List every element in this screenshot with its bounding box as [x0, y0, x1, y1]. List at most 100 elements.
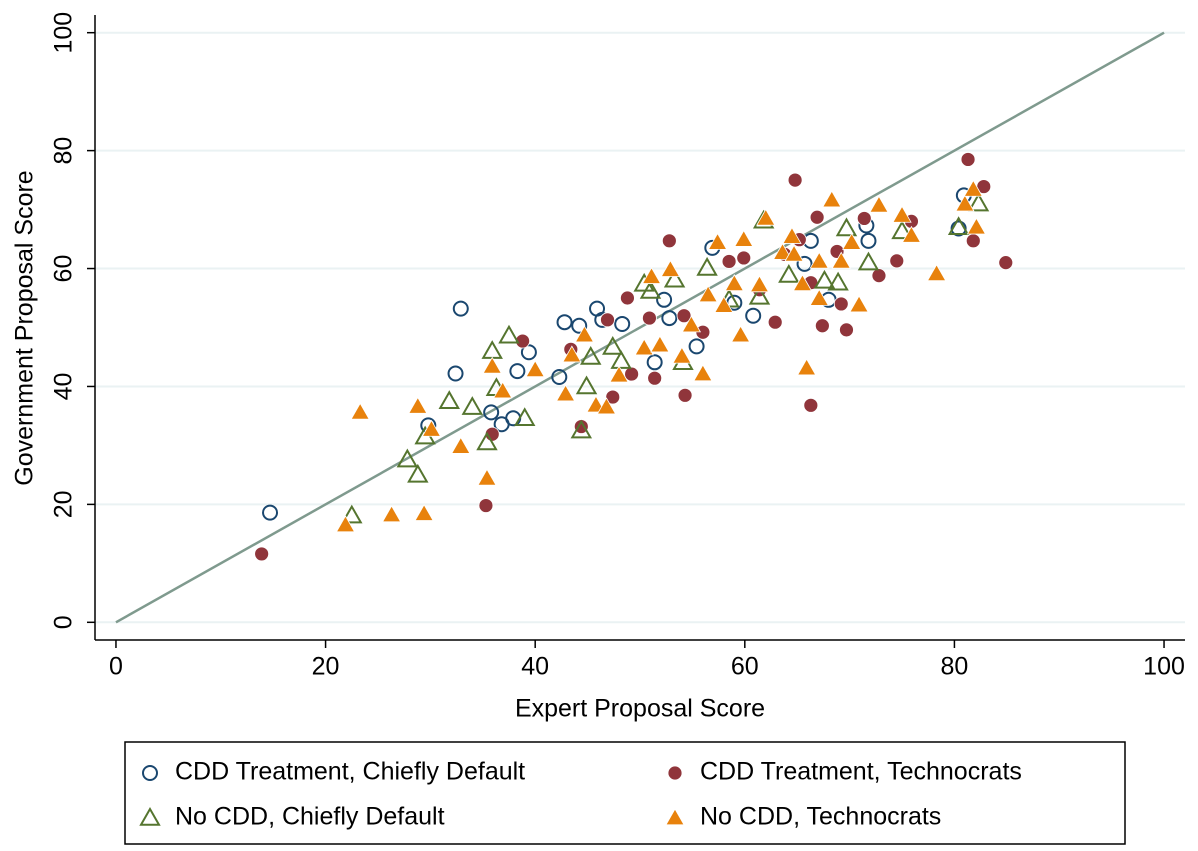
point	[573, 419, 589, 434]
point	[505, 410, 522, 427]
point	[614, 315, 631, 332]
point	[950, 220, 967, 237]
point	[891, 220, 913, 240]
point	[254, 546, 270, 562]
point	[756, 208, 776, 226]
point	[965, 233, 981, 249]
point	[814, 318, 830, 334]
legend-marker	[665, 808, 685, 826]
point	[745, 307, 762, 324]
point	[660, 259, 681, 277]
point	[831, 251, 851, 269]
point	[963, 179, 983, 197]
point	[784, 244, 804, 262]
point	[749, 275, 770, 293]
point	[571, 317, 588, 334]
point	[661, 233, 677, 249]
point	[438, 390, 460, 409]
point	[792, 274, 813, 292]
point	[451, 436, 471, 454]
point	[551, 369, 568, 386]
point	[714, 295, 734, 313]
point	[809, 251, 829, 269]
point	[707, 232, 728, 250]
legend-marker	[142, 765, 158, 781]
point	[947, 216, 970, 236]
point	[407, 463, 429, 483]
point	[570, 419, 593, 439]
point	[998, 255, 1014, 271]
point	[481, 340, 503, 359]
point	[461, 396, 484, 415]
point	[955, 194, 975, 212]
point	[967, 192, 990, 212]
point	[556, 314, 573, 331]
legend-label: No CDD, Chiefly Default	[175, 803, 445, 831]
point	[734, 229, 754, 247]
point	[574, 325, 595, 343]
legend-label: CDD Treatment, Chiefly Default	[175, 758, 525, 786]
point	[661, 310, 678, 327]
point	[856, 211, 872, 226]
point	[476, 431, 498, 451]
point	[381, 505, 402, 523]
point	[966, 217, 987, 235]
legend-marker	[139, 806, 161, 826]
point	[892, 205, 912, 223]
point	[960, 152, 976, 167]
point	[721, 254, 737, 269]
point	[624, 366, 640, 382]
legend-label: CDD Treatment, Technocrats	[700, 758, 1022, 786]
x-tick-label: 20	[312, 653, 340, 681]
point	[803, 397, 819, 413]
point	[646, 354, 663, 371]
legend-label: No CDD, Technocrats	[700, 803, 941, 831]
point	[602, 335, 624, 355]
point	[677, 387, 693, 403]
x-tick-label: 40	[521, 653, 549, 681]
point	[520, 344, 537, 361]
point	[736, 250, 752, 266]
point	[857, 251, 880, 271]
point	[452, 300, 469, 317]
point	[778, 264, 800, 283]
point	[849, 295, 869, 313]
point	[672, 346, 692, 364]
point	[772, 242, 793, 260]
point	[509, 363, 526, 380]
point	[827, 271, 849, 291]
x-axis-title: Expert Proposal Score	[515, 695, 765, 723]
point	[901, 225, 922, 243]
point	[350, 402, 370, 420]
point	[605, 389, 621, 405]
point	[926, 264, 947, 281]
point	[860, 232, 877, 249]
y-tick-label: 60	[50, 255, 78, 283]
point	[641, 266, 662, 284]
point	[396, 448, 419, 468]
point	[341, 504, 363, 524]
point	[748, 285, 771, 305]
point	[663, 268, 686, 288]
point	[688, 338, 705, 355]
point	[580, 345, 602, 365]
point	[889, 253, 905, 269]
point	[620, 290, 635, 306]
point	[833, 296, 849, 312]
x-tick-label: 60	[731, 653, 759, 681]
point	[724, 274, 745, 292]
point	[642, 310, 657, 326]
point	[835, 217, 858, 237]
point	[871, 268, 887, 284]
point	[525, 360, 545, 378]
point	[693, 364, 713, 382]
point	[477, 468, 497, 486]
point	[634, 338, 654, 356]
reference-line	[115, 31, 1165, 624]
point	[698, 285, 718, 303]
x-tick-label: 100	[1143, 653, 1185, 681]
y-tick-label: 0	[50, 615, 78, 629]
point	[596, 397, 617, 415]
